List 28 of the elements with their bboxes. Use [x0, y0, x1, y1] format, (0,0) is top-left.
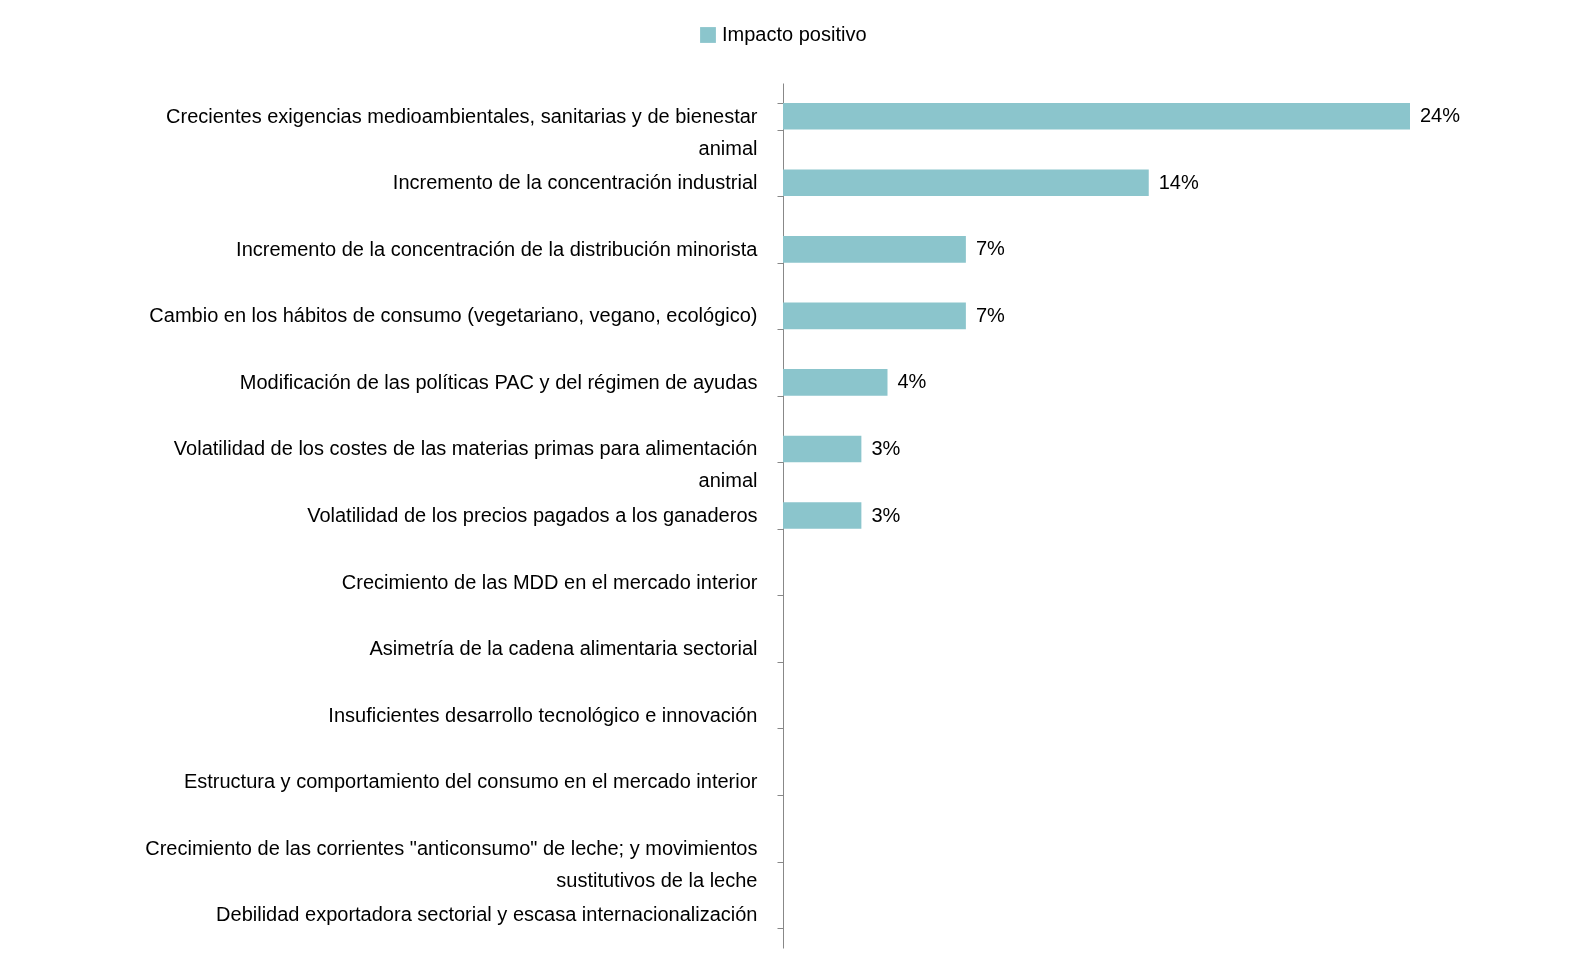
bar — [783, 302, 966, 330]
y-tick-label: Crecimiento de las MDD en el mercado interior — [341, 570, 758, 593]
y-tick-label: Crecientes exigencias medioambientales, sanitarias y de bienestar animal — [166, 104, 758, 159]
y-tick-label: Insuficientes desarrollo tecnológico e innovación — [328, 703, 758, 726]
y-tick-label: Debilidad exportadora sectorial y escasa internacionalización — [216, 903, 758, 926]
y-tick-label: Volatilidad de los costes de las materias primas para alimentación animal — [173, 437, 758, 492]
data-label: 4% — [897, 370, 927, 393]
bar — [783, 102, 1410, 130]
bar — [783, 169, 1149, 197]
data-label: 7% — [975, 237, 1005, 260]
bar — [783, 369, 888, 396]
data-label: 24% — [1420, 104, 1461, 127]
y-tick-label: Estructura y comportamiento del consumo en el mercado interior — [183, 770, 758, 793]
bar — [783, 435, 862, 463]
y-tick-label: Volatilidad de los precios pagados a los ganaderos — [307, 504, 758, 526]
y-tick-label: Incremento de la concentración industrial — [392, 171, 758, 194]
legend-label: Impacto positivo — [722, 23, 867, 45]
bar — [783, 502, 862, 529]
y-tick-label: Cambio en los hábitos de consumo (vegetariano, vegano, ecológico) — [149, 304, 758, 327]
data-label: 7% — [975, 303, 1005, 326]
data-label: 3% — [871, 436, 901, 459]
data-label: 3% — [871, 503, 901, 526]
bar — [783, 236, 966, 263]
y-tick-label: Modificación de las políticas PAC y del régimen de ayudas — [239, 370, 758, 393]
y-tick-label: Incremento de la concentración de la distribución minorista — [236, 237, 759, 260]
y-tick-label: Crecimiento de las corrientes "anticonsumo" de leche; y movimientos sustitutivos de la leche — [145, 836, 758, 891]
data-label: 14% — [1158, 170, 1199, 193]
y-tick-label: Asimetría de la cadena alimentaria sectorial — [369, 637, 758, 660]
